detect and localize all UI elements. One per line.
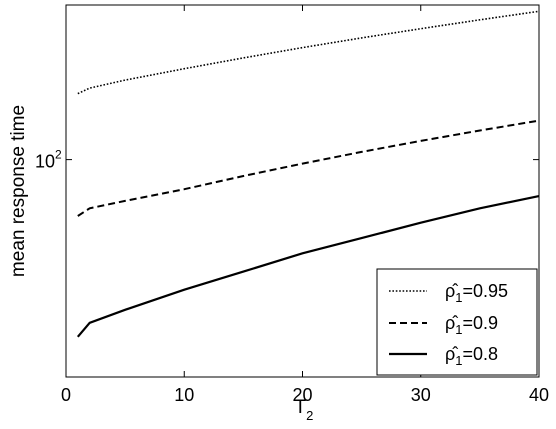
legend-entry-label: ρ̂1=0.9: [445, 313, 498, 337]
x-tick-label: 20: [292, 385, 312, 405]
legend-entry-symbol: ρ̂: [445, 344, 458, 364]
legend-entry-label: ρ̂1=0.95: [445, 281, 508, 305]
legend-entry-symbol: ρ̂: [445, 313, 458, 333]
legend-entry-value: =0.95: [462, 281, 508, 301]
x-tick-label: 0: [61, 385, 71, 405]
y-tick-label-base: 10: [35, 152, 55, 172]
legend: ρ̂1=0.95ρ̂1=0.9ρ̂1=0.8: [376, 268, 538, 376]
y-axis-label: mean response time: [8, 105, 29, 277]
legend-entry-subscript: 1: [455, 322, 462, 337]
legend-entry-value: =0.9: [462, 313, 498, 333]
legend-entry-symbol: ρ̂: [445, 281, 458, 301]
legend-entry-label: ρ̂1=0.8: [445, 344, 498, 368]
y-tick-label-exponent: 2: [55, 148, 62, 162]
y-tick-label: 102: [35, 148, 62, 172]
series-layer: [76, 10, 540, 338]
legend-entry-subscript: 1: [455, 353, 462, 368]
series-line-dotted: [77, 10, 540, 95]
x-tick-label: 40: [529, 385, 549, 405]
x-axis-label-subscript: 2: [306, 408, 313, 423]
x-axis-label-main: T: [295, 397, 307, 418]
legend-entry-subscript: 1: [455, 290, 462, 305]
x-tick-label: 30: [411, 385, 431, 405]
series-line-solid: [76, 195, 540, 338]
x-axis-label: T2: [295, 397, 314, 423]
x-tick-label: 10: [174, 385, 194, 405]
series-line-dashed: [77, 119, 540, 217]
legend-entry-value: =0.8: [462, 344, 498, 364]
